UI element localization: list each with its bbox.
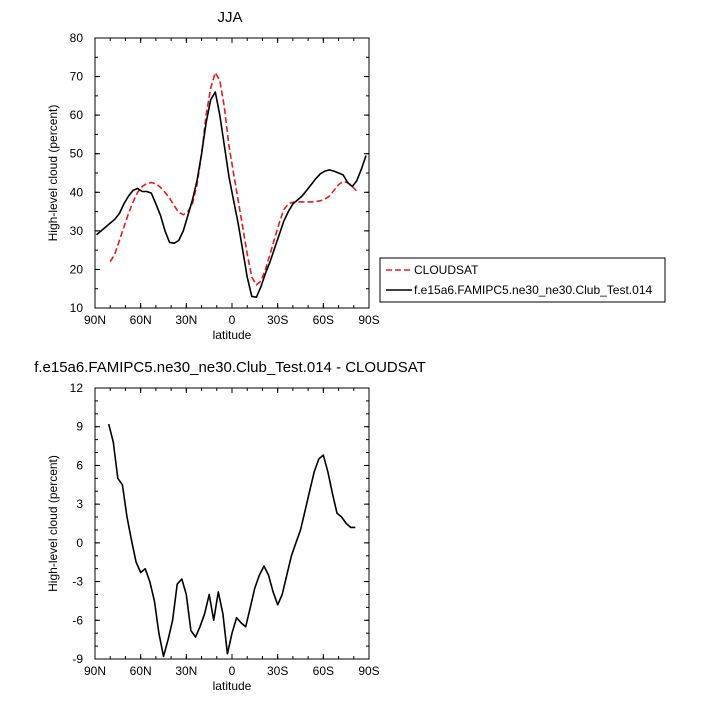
y-tick-label: 3 xyxy=(76,497,83,511)
chart-title: JJA xyxy=(217,9,242,26)
x-tick-label: 30S xyxy=(267,313,288,327)
x-tick-label: 90N xyxy=(84,313,106,327)
y-tick-label: 9 xyxy=(76,420,83,434)
x-tick-label: 30N xyxy=(175,313,197,327)
y-tick-label: -6 xyxy=(72,613,83,627)
legend: CLOUDSAT f.e15a6.FAMIPC5.ne30_ne30.Club_T… xyxy=(379,257,666,303)
x-tick-label: 90S xyxy=(358,313,379,327)
y-tick-label: -3 xyxy=(72,575,83,589)
y-tick-label: 40 xyxy=(70,185,84,199)
legend-entry: f.e15a6.FAMIPC5.ne30_ne30.Club_Test.014 xyxy=(414,283,652,297)
difference-series-line xyxy=(107,423,356,658)
series-line-f-e15a6-famipc5-ne30-ne30-club-test-014 xyxy=(95,91,367,299)
x-tick-label: 0 xyxy=(229,313,236,327)
y-tick-label: -9 xyxy=(72,652,83,666)
plot-frame xyxy=(94,37,370,309)
legend-entry: CLOUDSAT xyxy=(414,263,479,277)
y-tick-label: 0 xyxy=(76,536,83,550)
x-tick-label: 60S xyxy=(313,313,334,327)
chart-title: f.e15a6.FAMIPC5.ne30_ne30.Club_Test.014 … xyxy=(34,359,426,376)
x-tick-label: 90N xyxy=(84,664,106,678)
y-tick-label: 10 xyxy=(70,301,84,315)
x-axis-label: latitude xyxy=(213,328,252,342)
y-tick-label: 6 xyxy=(76,458,83,472)
x-tick-label: 60N xyxy=(130,664,152,678)
legend-box xyxy=(379,257,666,303)
y-tick-label: 20 xyxy=(70,262,84,276)
y-axis-label: High-level cloud (percent) xyxy=(46,455,60,592)
x-tick-label: 0 xyxy=(229,664,236,678)
x-tick-label: 30S xyxy=(267,664,288,678)
top-chart-jja: JJA 10 20 30 40 50 60 70 80 90N 60N 30N 0 30S 60S 90S la… xyxy=(46,9,666,342)
x-tick-label: 30N xyxy=(175,664,197,678)
bottom-chart-difference: f.e15a6.FAMIPC5.ne30_ne30.Club_Test.014 … xyxy=(34,359,426,693)
y-tick-label: 80 xyxy=(70,31,84,45)
y-tick-label: 12 xyxy=(70,381,84,395)
y-tick-label: 70 xyxy=(70,70,84,84)
series-line-cloudsat xyxy=(109,71,358,286)
x-tick-label: 60S xyxy=(313,664,334,678)
x-tick-label: 90S xyxy=(358,664,379,678)
y-tick-label: 60 xyxy=(70,108,84,122)
plot-frame xyxy=(94,387,370,660)
y-tick-label: 50 xyxy=(70,147,84,161)
y-axis-label: High-level cloud (percent) xyxy=(46,105,60,242)
x-tick-label: 60N xyxy=(130,313,152,327)
x-axis-label: latitude xyxy=(213,679,252,693)
y-tick-label: 30 xyxy=(70,224,84,238)
